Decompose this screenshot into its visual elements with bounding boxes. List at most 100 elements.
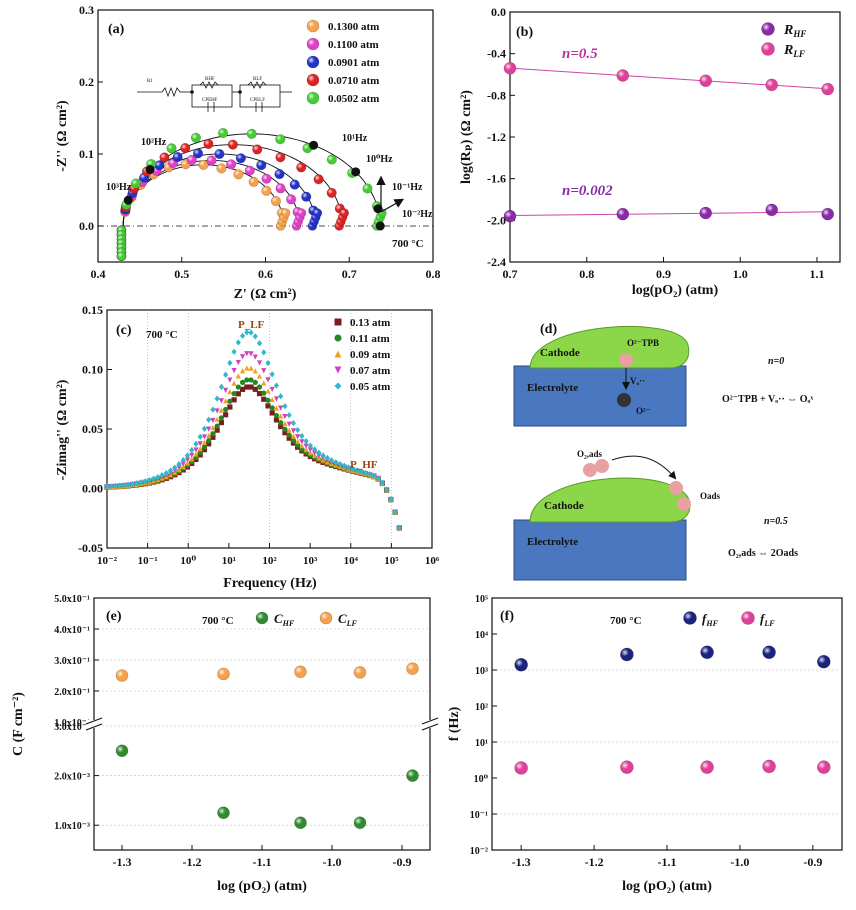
data-point (223, 371, 229, 378)
data-point (184, 457, 191, 463)
data-point (252, 379, 258, 386)
frequency-marker (351, 167, 361, 177)
x-tick-label: 0.7 (342, 267, 357, 281)
y-tick-label: 0.05 (82, 422, 103, 436)
data-point (303, 446, 309, 453)
data-point (286, 435, 292, 441)
panel-e-gridlines (94, 628, 430, 826)
panel-e-label: (e) (106, 609, 122, 624)
data-point (252, 354, 258, 360)
y-tick-label: 1.0x10⁻¹ (54, 718, 90, 729)
data-point (193, 440, 199, 447)
panel-c-temperature: 700 °C (146, 329, 178, 341)
panel-f-ticks: -1.3 -1.2 -1.1 -1.0 -0.9 10⁻² 10⁻¹ 10⁰ 10¹ 10² 10³… (470, 594, 823, 869)
legend-label: 0.1100 atm (328, 39, 379, 51)
electrolyte-top-label: Electrolyte (527, 382, 578, 394)
data-point (235, 373, 241, 379)
data-point (146, 477, 152, 484)
data-point (248, 329, 254, 336)
data-point (217, 127, 229, 139)
data-point (227, 359, 233, 366)
data-point (699, 74, 712, 88)
panel-e-ylabel: C (F cm⁻²) (11, 692, 26, 756)
panel-a-data-points (116, 127, 387, 262)
n0-label: n=0 (768, 356, 784, 367)
legend-label: CLF (338, 611, 358, 628)
data-point (362, 183, 373, 194)
panel-b-ticks: 0.7 0.8 0.9 1.0 1.1 0.0 -0.4 -0.8 -1.2 -1.6 -2.0 -2… (487, 5, 824, 281)
data-point (138, 479, 144, 486)
data-point (104, 483, 110, 490)
data-point (108, 483, 114, 490)
data-point (218, 415, 224, 421)
data-point (248, 384, 254, 390)
data-point (514, 761, 528, 775)
x-tick-label: 0.8 (426, 267, 441, 281)
panel-a-ylabel: -Z'' (Ω cm²) (55, 100, 70, 172)
panel-f-label: (f) (500, 609, 514, 624)
legend-marker (306, 55, 320, 69)
x-tick-label: 10¹ (222, 555, 236, 567)
data-point (151, 475, 157, 482)
data-point (214, 416, 220, 422)
data-point (172, 464, 178, 471)
data-point (159, 152, 170, 163)
data-point (244, 329, 250, 336)
data-point (296, 208, 307, 218)
data-point (265, 403, 271, 409)
data-point (227, 139, 238, 150)
data-point (303, 443, 309, 449)
legend-label: RLF (783, 43, 805, 59)
data-point (227, 404, 233, 410)
data-point (231, 397, 237, 403)
data-point (197, 433, 203, 440)
x-tick-label: 0.4 (91, 267, 106, 281)
panel-c-ylabel: -Zimag'' (Ω cm²) (55, 379, 70, 480)
y-tick-label: -1.6 (487, 172, 506, 186)
panel-f-legend: fHF fLF (683, 611, 775, 628)
data-point (256, 340, 263, 347)
legend-marker (306, 91, 320, 105)
x-tick-label: -1.0 (323, 855, 342, 869)
y-tick-label: 10¹ (475, 738, 488, 749)
data-point (252, 368, 258, 374)
data-point (328, 457, 335, 464)
panel-e-legend: CHF CLF (255, 611, 358, 628)
data-point (210, 431, 216, 437)
panel-c-label: (c) (116, 323, 132, 338)
y-tick-label: 3.0x10⁻¹ (54, 656, 90, 667)
y-tick-label: 2.0x10⁻¹ (54, 687, 90, 698)
data-point (248, 351, 254, 357)
panel-b-slope-lf: n=0.5 (562, 46, 598, 62)
data-point (353, 666, 367, 679)
data-point (274, 168, 285, 180)
data-point (313, 174, 324, 185)
y-tick-label: -1.2 (487, 130, 506, 144)
panel-b-data-points (503, 61, 835, 223)
y-tick-label: 3.0x10⁻³ (54, 722, 90, 733)
data-point (248, 176, 259, 187)
data-point (371, 472, 377, 479)
data-point (186, 154, 197, 166)
o2-gas-particle-2 (595, 459, 609, 473)
x-tick-label: 0.9 (656, 267, 671, 281)
data-point (307, 450, 313, 456)
data-point (278, 393, 284, 400)
legend-marker (334, 382, 342, 390)
x-tick-label: -0.9 (803, 855, 822, 869)
fit-line (509, 67, 828, 90)
data-point (248, 377, 254, 383)
y-tick-label: 10⁰ (474, 774, 489, 785)
electrolyte-top (513, 365, 687, 427)
o-ads-particle-2 (677, 497, 691, 511)
data-point (210, 425, 216, 431)
data-point (286, 427, 292, 433)
data-point (244, 384, 250, 390)
data-point (269, 410, 275, 416)
data-point (333, 459, 339, 466)
data-point (206, 426, 212, 432)
panel-e-xlabel: log (pO₂) (atm) (217, 879, 307, 894)
data-point (252, 333, 258, 340)
data-point (190, 132, 202, 143)
